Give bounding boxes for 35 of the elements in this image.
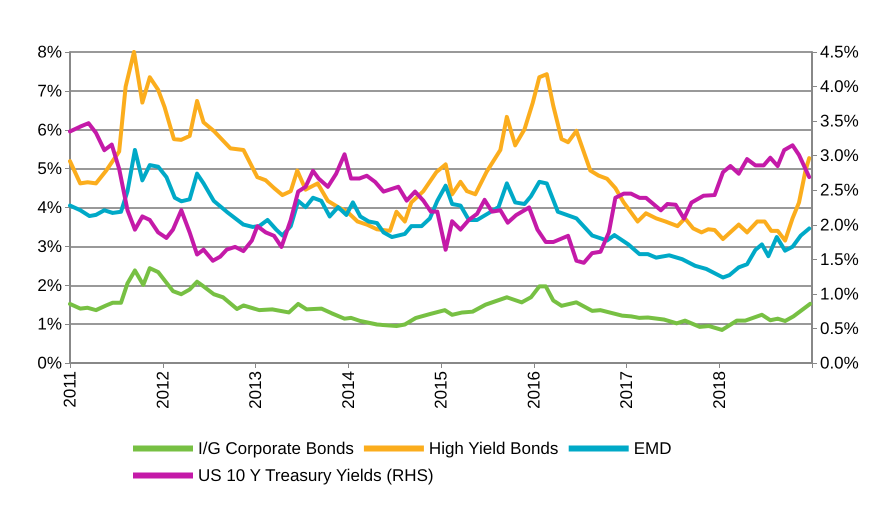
y2-tick-label: 1.5% [820,250,859,269]
legend-label: I/G Corporate Bonds [198,439,354,458]
legend-label: EMD [634,439,672,458]
y2-tick-label: 3.5% [820,112,859,131]
legend-label: US 10 Y Treasury Yields (RHS) [198,466,434,485]
y2-tick-label: 0.5% [820,318,859,338]
y2-tick-label: 1.0% [820,284,859,304]
x-tick-label: 2012 [153,371,172,409]
y-tick-label: 3% [37,236,62,256]
y-tick-label: 5% [37,159,62,178]
x-tick-label: 2017 [617,371,636,409]
y2-tick-label: 4.0% [820,77,859,96]
legend-label: High Yield Bonds [428,439,558,458]
y2-tick-label: 3.0% [820,146,859,166]
x-tick-label: 2014 [338,371,358,409]
y2-tick-label: 2.5% [820,180,859,200]
y-tick-label: 1% [37,314,62,334]
line-series [68,121,812,265]
y2-tick-label: 0.0% [820,354,859,372]
x-tick-label: 2018 [710,371,729,409]
line-series [68,50,812,243]
line-series [68,148,812,280]
x-tick-label: 2011 [60,371,80,408]
y-tick-label: 6% [37,120,62,140]
x-tick-label: 2013 [246,371,265,409]
y-tick-label: 2% [37,276,62,295]
x-tick-label: 2015 [432,371,450,409]
y2-tick-label: 2.0% [820,215,859,234]
y-tick-label: 0% [37,354,62,372]
line-series [68,266,812,332]
y-tick-label: 8% [37,42,62,62]
y-tick-label: 4% [37,198,62,217]
y-tick-label: 7% [37,81,62,100]
y2-tick-label: 4.5% [820,42,859,62]
x-tick-label: 2016 [524,371,544,409]
